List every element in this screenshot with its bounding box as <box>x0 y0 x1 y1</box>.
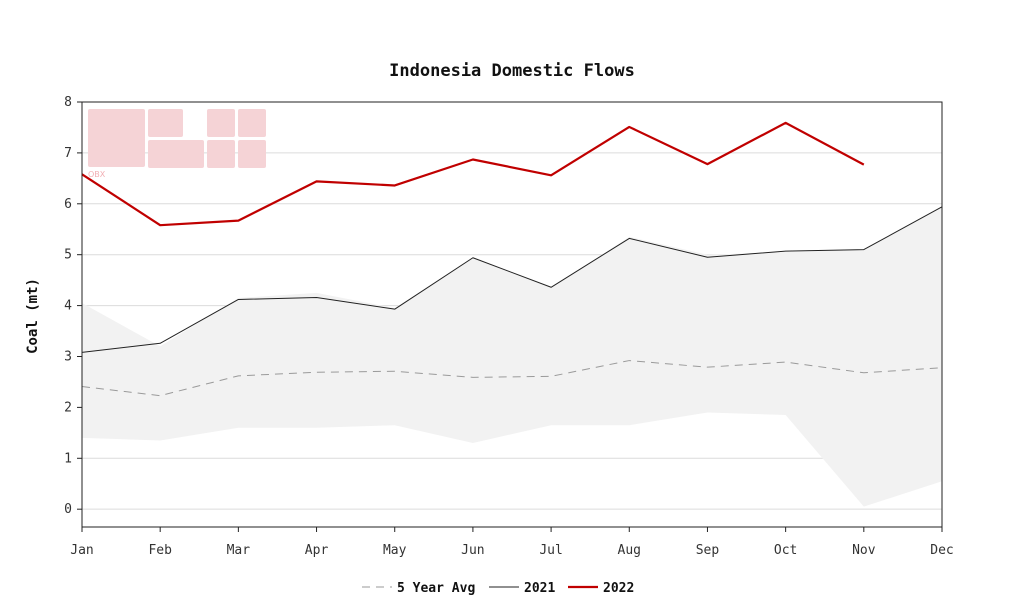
watermark-block <box>88 109 145 167</box>
watermark-block <box>238 140 266 168</box>
y-tick-label: 2 <box>64 400 72 415</box>
plot-frame <box>81 101 943 528</box>
series-lines <box>81 121 943 397</box>
x-tick-label: Mar <box>227 543 251 558</box>
series-line-2021 <box>81 206 943 353</box>
x-tick-label: Jun <box>461 543 484 558</box>
y-axis-label: Coal (mt) <box>25 278 41 354</box>
legend: 5 Year Avg 2021 2022 <box>362 581 634 596</box>
legend-label: 5 Year Avg <box>397 581 475 596</box>
range-band <box>82 206 942 507</box>
y-tick-label: 7 <box>64 146 72 161</box>
y-tick-label: 1 <box>64 451 72 466</box>
watermark-logo: OBX <box>88 109 266 179</box>
y-tick-label: 3 <box>64 349 72 364</box>
x-axis: Jan Feb Mar Apr May Jun Jul Aug Sep Oct Nov Dec <box>70 527 954 558</box>
x-tick-label: Nov <box>852 543 876 558</box>
x-tick-label: Feb <box>148 543 172 558</box>
y-tick-label: 6 <box>64 197 72 212</box>
y-tick-label: 8 <box>64 95 72 110</box>
x-tick-label: May <box>383 543 407 558</box>
watermark-block <box>238 109 266 137</box>
series-line-5-year-avg <box>81 360 943 397</box>
x-tick-label: Sep <box>696 543 720 558</box>
watermark-block <box>207 140 235 168</box>
series-line-2022 <box>81 121 865 227</box>
legend-label: 2022 <box>603 581 634 596</box>
watermark-text: OBX <box>88 170 106 179</box>
watermark-block <box>148 109 183 137</box>
y-tick-label: 5 <box>64 248 72 263</box>
x-tick-label: Oct <box>774 543 797 558</box>
y-axis: 0 1 2 3 4 5 6 7 8 <box>64 95 82 517</box>
x-tick-label: Jan <box>70 543 93 558</box>
legend-label: 2021 <box>524 581 555 596</box>
y-tick-label: 4 <box>64 299 72 314</box>
chart-title: Indonesia Domestic Flows <box>389 61 635 81</box>
watermark-block <box>148 140 204 168</box>
y-tick-label: 0 <box>64 502 72 517</box>
x-tick-label: Jul <box>539 543 562 558</box>
watermark-block <box>207 109 235 137</box>
x-tick-label: Apr <box>305 543 329 558</box>
x-tick-label: Dec <box>930 543 953 558</box>
x-tick-label: Aug <box>618 543 641 558</box>
